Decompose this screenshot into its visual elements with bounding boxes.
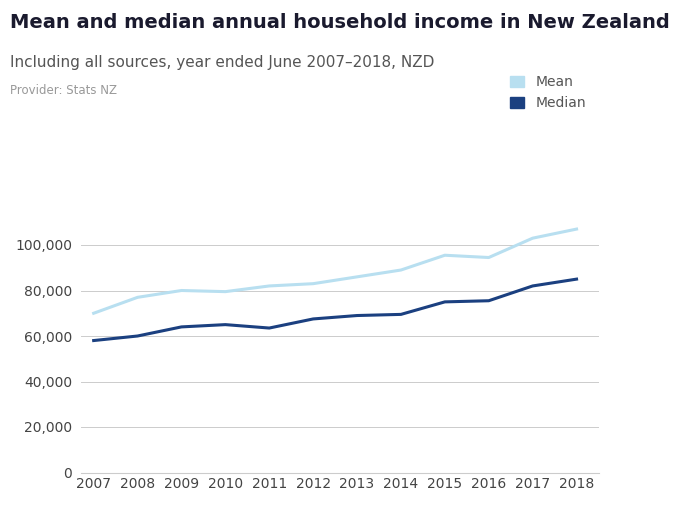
Legend: Mean, Median: Mean, Median (505, 70, 592, 116)
Text: Including all sources, year ended June 2007–2018, NZD: Including all sources, year ended June 2… (10, 55, 435, 70)
Text: Mean and median annual household income in New Zealand: Mean and median annual household income … (10, 13, 671, 32)
Text: figure.nz: figure.nz (575, 16, 659, 34)
Text: Provider: Stats NZ: Provider: Stats NZ (10, 84, 118, 97)
